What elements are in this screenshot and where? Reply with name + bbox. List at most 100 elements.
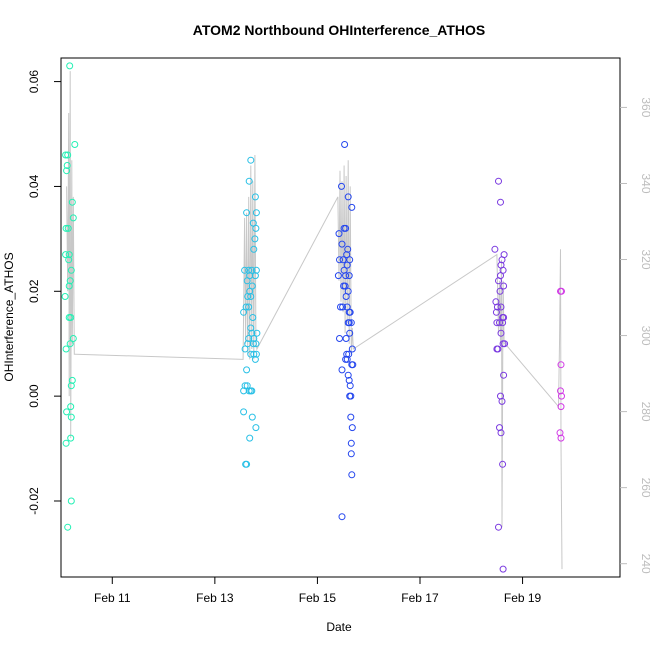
data-point: [253, 329, 261, 337]
y2-tick-label: 320: [639, 249, 650, 269]
data-point: [66, 62, 74, 70]
data-point: [247, 293, 255, 300]
y-axis-left: -0.02 0.00 0.02 0.04 0.06: [27, 70, 61, 515]
data-point: [240, 387, 248, 395]
data-point: [495, 523, 502, 531]
data-point: [493, 345, 501, 353]
data-point: [348, 203, 356, 211]
data-point: [244, 293, 252, 300]
x-axis-label: Date: [326, 620, 352, 634]
chart-title: ATOM2 Northbound OHInterference_ATHOS: [193, 22, 485, 38]
data-point: [496, 319, 503, 327]
data-point: [252, 224, 260, 232]
data-point: [491, 245, 499, 253]
data-point: [250, 245, 258, 253]
data-point: [63, 408, 71, 416]
data-point: [558, 392, 565, 400]
data-point: [497, 303, 505, 311]
data-point: [62, 224, 70, 232]
data-point: [61, 293, 69, 300]
data-point: [345, 376, 353, 384]
data-point: [62, 345, 70, 353]
data-point: [249, 340, 257, 348]
data-point: [245, 303, 253, 311]
data-point: [348, 471, 356, 479]
data-point: [64, 151, 72, 159]
data-point: [248, 387, 256, 395]
data-point: [557, 403, 565, 411]
data-point: [348, 345, 356, 353]
data-point: [67, 266, 75, 274]
data-point: [243, 460, 251, 468]
data-point: [243, 277, 251, 285]
data-point: [67, 497, 75, 505]
data-point: [338, 240, 346, 248]
data-point: [251, 272, 259, 280]
data-point: [347, 450, 355, 458]
data-point: [246, 434, 254, 442]
y-tick-label: 0.00: [27, 384, 41, 408]
data-point: [337, 303, 344, 311]
data-point: [500, 282, 508, 290]
data-point: [498, 397, 506, 405]
data-point: [251, 235, 259, 243]
data-point: [499, 460, 507, 468]
data-point: [497, 429, 505, 437]
data-point: [247, 156, 255, 164]
data-point: [349, 361, 357, 369]
data-point: [341, 141, 349, 148]
data-point: [499, 319, 507, 327]
x-axis: Feb 11 Feb 13 Feb 15 Feb 17 Feb 19: [94, 577, 542, 605]
data-point: [240, 308, 248, 316]
data-point: [498, 256, 506, 264]
data-point: [67, 382, 75, 390]
data-point: [67, 434, 75, 442]
data-point: [497, 329, 505, 337]
data-point: [348, 424, 356, 432]
data-point: [334, 272, 342, 280]
data-point: [343, 251, 351, 259]
data-point: [346, 382, 354, 390]
data-point: [347, 413, 355, 421]
data-point: [62, 151, 70, 159]
data-point: [64, 523, 72, 531]
data-point: [495, 277, 502, 285]
data-point: [245, 335, 253, 342]
data-point: [343, 350, 351, 358]
data-point: [495, 177, 502, 185]
data-point: [248, 413, 256, 421]
data-point: [69, 214, 77, 222]
plot-frame: [60, 57, 621, 578]
data-point: [335, 230, 343, 238]
data-point: [241, 266, 249, 274]
data-point: [69, 335, 77, 342]
trace-line: [66, 71, 563, 570]
data-point: [63, 167, 71, 175]
data-point: [68, 376, 76, 384]
data-point: [344, 371, 352, 379]
data-point: [346, 329, 354, 337]
data-point: [557, 434, 565, 442]
data-point: [65, 314, 73, 321]
data-point: [64, 224, 72, 232]
data-point: [344, 193, 352, 201]
data-point: [62, 439, 70, 447]
data-point: [68, 198, 76, 206]
y-tick-label: 0.02: [27, 279, 41, 303]
data-point: [496, 287, 504, 295]
data-point: [347, 392, 355, 400]
data-point: [344, 245, 352, 253]
data-point: [497, 198, 504, 206]
y2-tick-label: 260: [639, 478, 650, 498]
data-point: [557, 361, 565, 369]
data-point: [338, 182, 345, 190]
data-point: [67, 403, 75, 411]
data-point: [345, 272, 353, 280]
x-tick-label: Feb 19: [504, 591, 542, 605]
data-point: [252, 340, 260, 348]
data-point: [251, 193, 259, 201]
data-point: [251, 355, 259, 363]
data-point: [347, 319, 355, 327]
data-point: [346, 308, 354, 316]
